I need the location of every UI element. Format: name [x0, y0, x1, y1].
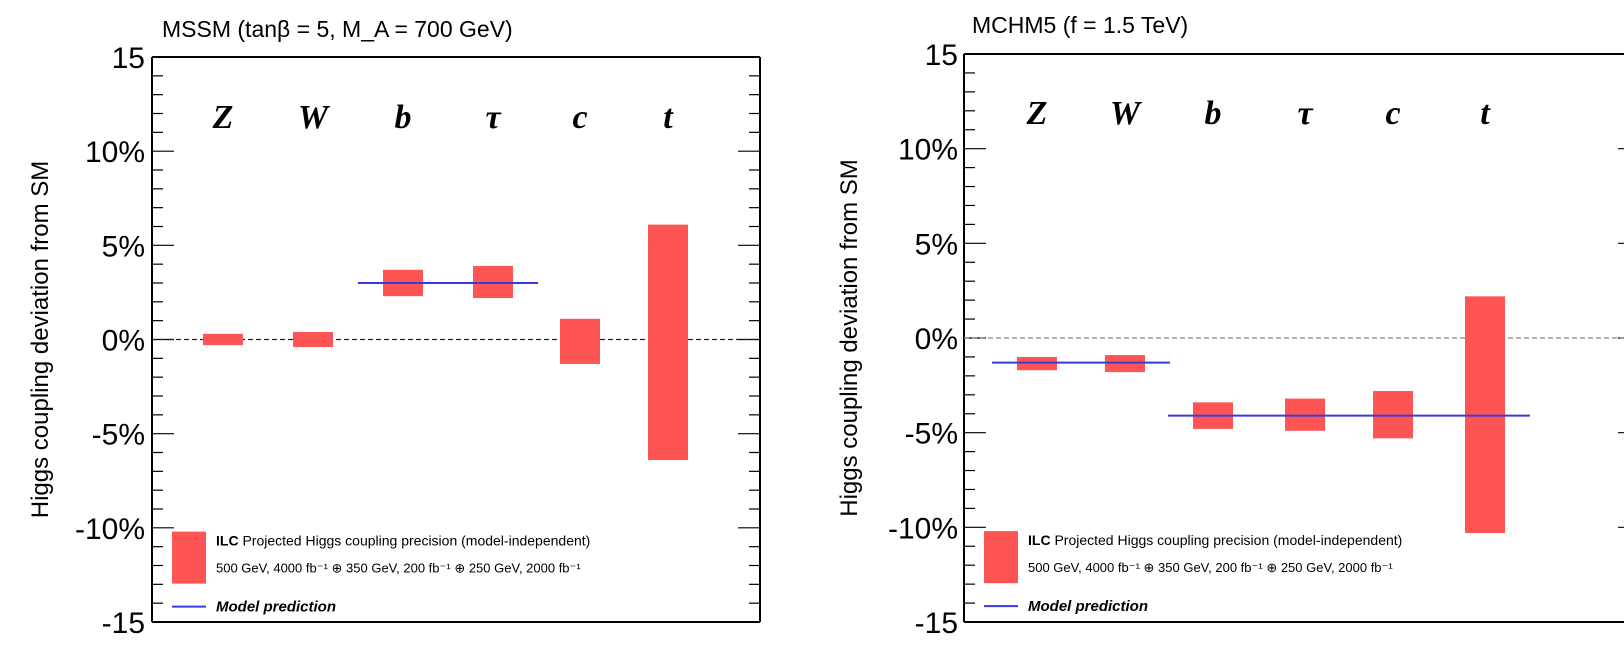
category-label: τ: [485, 99, 501, 136]
y-tick-label: 0%: [102, 325, 145, 358]
y-axis-label: Higgs coupling deviation from SM: [27, 161, 54, 519]
category-label: Z: [1026, 95, 1048, 132]
y-axis-label: Higgs coupling deviation from SM: [836, 159, 863, 517]
legend-band-swatch: [172, 531, 206, 584]
y-tick-label: 15: [925, 39, 958, 72]
chart-panel-2: MCHM5 (f = 1.5 TeV) Higgs coupling deviat…: [836, 12, 1624, 640]
legend-line-3: Model prediction: [216, 599, 336, 616]
y-tick-label: 10%: [898, 134, 958, 167]
precision-band-t: [648, 224, 688, 461]
y-tick-label: -5%: [92, 419, 145, 452]
y-tick-label: 15: [112, 42, 145, 75]
category-label: c: [1385, 95, 1400, 132]
legend-line-1: ILC Projected Higgs coupling precision (…: [216, 533, 590, 549]
y-tick-label: -10%: [75, 513, 145, 546]
category-label: t: [1480, 95, 1491, 132]
category-label: W: [298, 99, 331, 136]
y-tick-label: 5%: [102, 230, 145, 263]
category-label: t: [663, 99, 674, 136]
y-tick-label: -15: [915, 607, 958, 640]
y-tick-label: -15: [102, 607, 145, 640]
legend-line-2: 500 GeV, 4000 fb⁻¹ ⊕ 350 GeV, 200 fb⁻¹ ⊕…: [216, 561, 581, 576]
precision-band-c: [560, 318, 600, 364]
legend-band-swatch: [984, 531, 1018, 584]
category-label: W: [1110, 95, 1143, 132]
y-tick-label: -10%: [888, 512, 958, 545]
category-label: Z: [212, 99, 234, 136]
category-label: b: [1205, 95, 1222, 132]
y-tick-label: -5%: [905, 418, 958, 451]
y-tick-label: 10%: [85, 136, 145, 169]
y-tick-label: 0%: [915, 323, 958, 356]
chart-title: MSSM (tanβ = 5, M_A = 700 GeV): [162, 16, 513, 42]
chart-panel-1: MSSM (tanβ = 5, M_A = 700 GeV) Higgs coup…: [27, 16, 761, 640]
category-label: τ: [1297, 95, 1313, 132]
category-label: b: [395, 99, 412, 136]
legend-line-1: ILC Projected Higgs coupling precision (…: [1028, 532, 1402, 548]
precision-band-Z: [203, 333, 243, 346]
category-label: c: [572, 99, 587, 136]
legend-line-2: 500 GeV, 4000 fb⁻¹ ⊕ 350 GeV, 200 fb⁻¹ ⊕…: [1028, 560, 1393, 575]
y-tick-label: 5%: [915, 228, 958, 261]
legend-line-3: Model prediction: [1028, 598, 1148, 615]
precision-band-W: [293, 331, 333, 348]
chart-title: MCHM5 (f = 1.5 TeV): [972, 12, 1188, 38]
